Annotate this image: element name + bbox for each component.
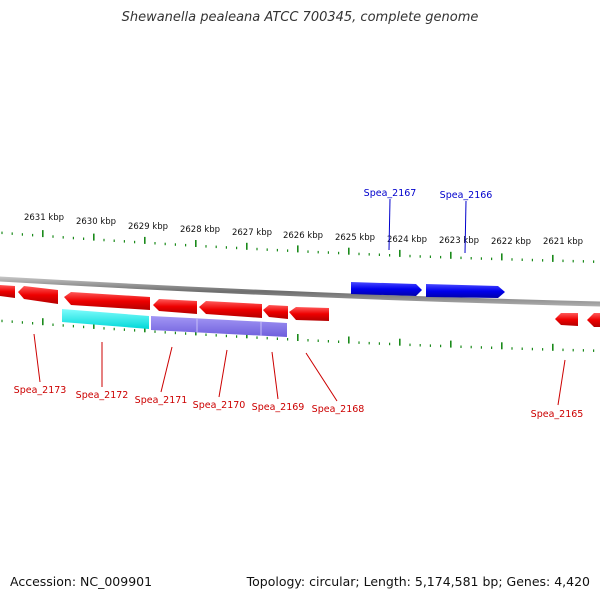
gene-arrow-spea-2169[interactable] bbox=[263, 305, 288, 319]
scale-label-2630: 2630 kbp bbox=[76, 217, 116, 227]
label-leader bbox=[557, 359, 566, 406]
gene-arrow-spea-2168[interactable] bbox=[289, 307, 329, 321]
gene-arrow-left-edge[interactable] bbox=[0, 285, 15, 298]
gene-label-spea-2170[interactable]: Spea_2170 bbox=[193, 400, 246, 411]
label-leader bbox=[271, 351, 279, 400]
scale-label-2628: 2628 kbp bbox=[180, 225, 220, 235]
label-leader bbox=[160, 346, 173, 393]
scale-label-2625: 2625 kbp bbox=[335, 233, 375, 243]
gene-label-spea-2171[interactable]: Spea_2171 bbox=[135, 395, 188, 406]
outer-scale-ticks bbox=[1, 230, 595, 263]
genome-backbone bbox=[0, 276, 600, 307]
gene-label-spea-2169[interactable]: Spea_2169 bbox=[252, 402, 305, 413]
gene-arrow-spea-2171[interactable] bbox=[153, 299, 197, 314]
page-title: Shewanella pealeana ATCC 700345, complet… bbox=[121, 10, 479, 25]
gene-label-spea-2166[interactable]: Spea_2166 bbox=[440, 190, 493, 201]
label-leader bbox=[305, 352, 338, 402]
inner-scale-ticks bbox=[1, 318, 595, 352]
gene-highlight-cyan[interactable] bbox=[62, 309, 149, 329]
gene-arrow-spea-2167[interactable] bbox=[351, 282, 422, 296]
scale-label-2623: 2623 kbp bbox=[439, 236, 479, 246]
gene-label-spea-2165[interactable]: Spea_2165 bbox=[531, 409, 584, 420]
scale-label-2624: 2624 kbp bbox=[387, 235, 427, 245]
scale-label-2622: 2622 kbp bbox=[491, 237, 531, 247]
genome-summary-text: Topology: circular; Length: 5,174,581 bp… bbox=[246, 574, 590, 589]
gene-arrow-spea-2173[interactable] bbox=[18, 286, 58, 304]
gene-arrow-spea-2165[interactable] bbox=[555, 313, 578, 326]
scale-label-2631: 2631 kbp bbox=[24, 213, 64, 223]
label-leader bbox=[218, 349, 228, 398]
accession-text: Accession: NC_009901 bbox=[10, 574, 153, 589]
gene-arrow-spea-2170[interactable] bbox=[199, 301, 262, 318]
scale-label-2621: 2621 kbp bbox=[543, 237, 583, 247]
gene-label-spea-2172[interactable]: Spea_2172 bbox=[76, 390, 129, 401]
gene-arrow-spea-2166[interactable] bbox=[426, 284, 505, 298]
gene-arrow-right-edge[interactable] bbox=[587, 313, 600, 327]
scale-label-2627: 2627 kbp bbox=[232, 228, 272, 238]
label-leader bbox=[388, 198, 391, 251]
gene-label-spea-2168[interactable]: Spea_2168 bbox=[312, 404, 365, 415]
gene-label-spea-2173[interactable]: Spea_2173 bbox=[14, 385, 67, 396]
label-leader bbox=[33, 333, 41, 383]
gene-highlight-purple[interactable] bbox=[151, 316, 287, 337]
scale-label-2626: 2626 kbp bbox=[283, 231, 323, 241]
gene-arrow-spea-2172[interactable] bbox=[64, 292, 150, 310]
scale-label-2629: 2629 kbp bbox=[128, 222, 168, 232]
gene-label-spea-2167[interactable]: Spea_2167 bbox=[364, 188, 417, 199]
label-leader bbox=[464, 200, 467, 254]
